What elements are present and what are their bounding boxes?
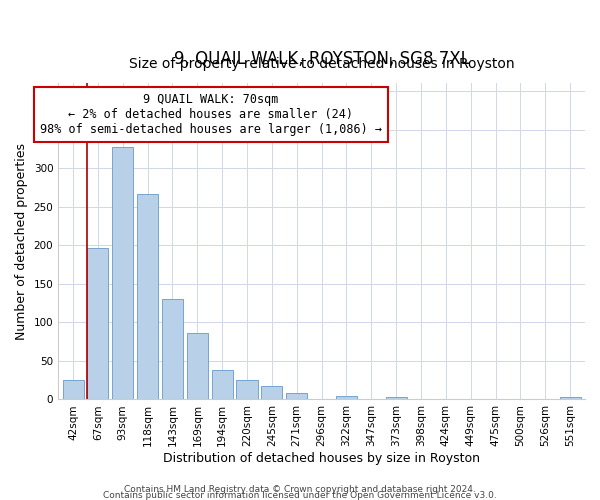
Text: Size of property relative to detached houses in Royston: Size of property relative to detached ho… [129, 57, 514, 71]
Bar [560, 397, 581, 400]
Bar [88, 248, 109, 400]
Bar [137, 194, 158, 400]
Bar [62, 380, 83, 400]
Bar [236, 380, 257, 400]
Y-axis label: Number of detached properties: Number of detached properties [15, 143, 28, 340]
Bar [162, 300, 183, 400]
Bar [187, 333, 208, 400]
Text: Contains HM Land Registry data © Crown copyright and database right 2024.: Contains HM Land Registry data © Crown c… [124, 484, 476, 494]
Text: 9 QUAIL WALK: 70sqm
← 2% of detached houses are smaller (24)
98% of semi-detache: 9 QUAIL WALK: 70sqm ← 2% of detached hou… [40, 93, 382, 136]
Bar [336, 396, 357, 400]
X-axis label: Distribution of detached houses by size in Royston: Distribution of detached houses by size … [163, 452, 480, 465]
Bar [262, 386, 283, 400]
Bar [286, 394, 307, 400]
Bar [112, 146, 133, 400]
Bar [386, 397, 407, 400]
Bar [212, 370, 233, 400]
Title: 9, QUAIL WALK, ROYSTON, SG8 7XL: 9, QUAIL WALK, ROYSTON, SG8 7XL [173, 50, 470, 68]
Text: Contains public sector information licensed under the Open Government Licence v3: Contains public sector information licen… [103, 490, 497, 500]
